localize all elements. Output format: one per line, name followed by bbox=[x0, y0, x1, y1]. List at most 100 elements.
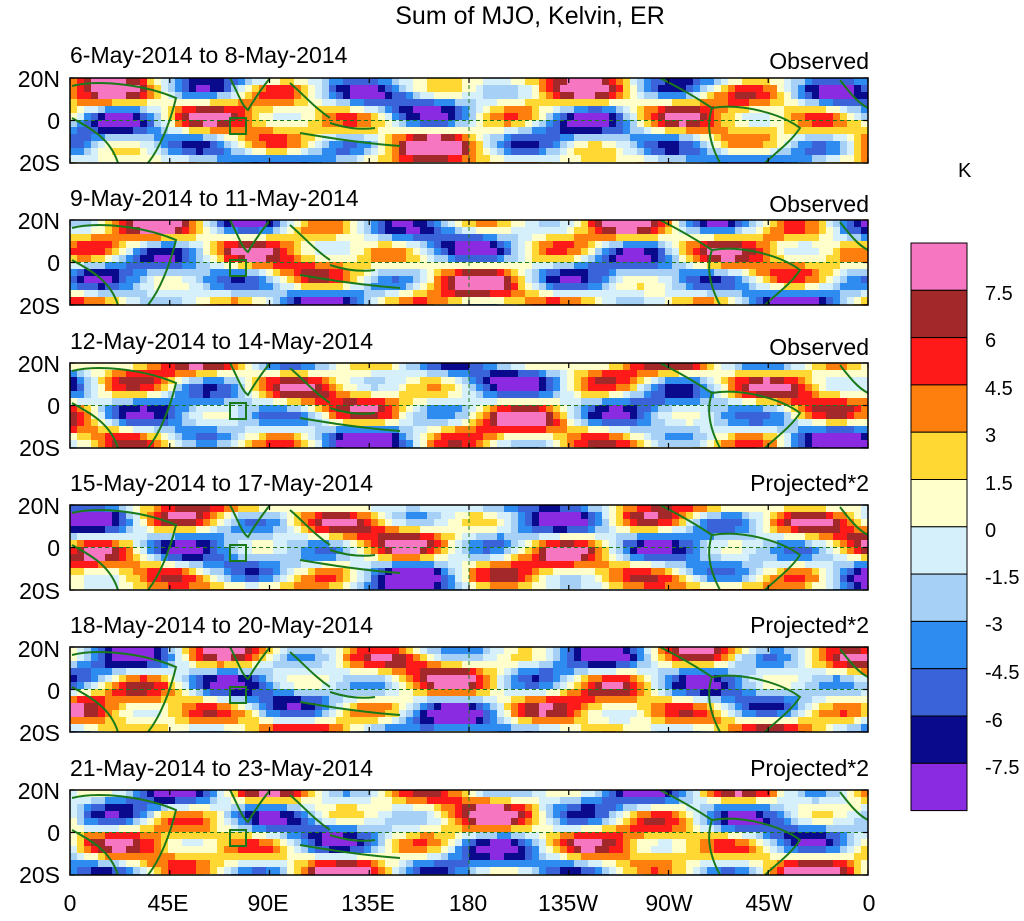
coastline bbox=[229, 220, 271, 254]
anomaly-cell bbox=[161, 99, 169, 107]
anomaly-cell bbox=[280, 391, 288, 399]
anomaly-cell bbox=[105, 269, 113, 277]
anomaly-cell bbox=[385, 227, 393, 235]
anomaly-cell bbox=[658, 269, 666, 277]
anomaly-cell bbox=[112, 241, 120, 249]
anomaly-cell bbox=[819, 384, 827, 392]
anomaly-cell bbox=[700, 519, 708, 527]
anomaly-cell bbox=[343, 262, 351, 270]
anomaly-cell bbox=[812, 234, 820, 242]
anomaly-cell bbox=[735, 405, 743, 413]
anomaly-cell bbox=[406, 241, 414, 249]
anomaly-cell bbox=[210, 248, 218, 256]
anomaly-cell bbox=[245, 134, 253, 142]
anomaly-cell bbox=[259, 134, 267, 142]
anomaly-cell bbox=[392, 440, 400, 448]
anomaly-cell bbox=[574, 234, 582, 242]
anomaly-cell bbox=[280, 134, 288, 142]
anomaly-cell bbox=[588, 241, 596, 249]
anomaly-cell bbox=[763, 370, 771, 378]
anomaly-cell bbox=[378, 255, 386, 263]
anomaly-cell bbox=[161, 106, 169, 114]
anomaly-cell bbox=[315, 384, 323, 392]
anomaly-cell bbox=[595, 363, 603, 371]
anomaly-cell bbox=[154, 398, 162, 406]
anomaly-cell bbox=[84, 433, 92, 441]
anomaly-cell bbox=[224, 377, 232, 385]
anomaly-cell bbox=[287, 384, 295, 392]
anomaly-cell bbox=[224, 262, 232, 270]
anomaly-cell bbox=[112, 512, 120, 520]
anomaly-cell bbox=[84, 106, 92, 114]
anomaly-cell bbox=[196, 526, 204, 534]
anomaly-cell bbox=[665, 405, 673, 413]
anomaly-cell bbox=[546, 370, 554, 378]
anomaly-cell bbox=[315, 227, 323, 235]
anomaly-cell bbox=[812, 92, 820, 100]
anomaly-cell bbox=[511, 283, 519, 291]
anomaly-cell bbox=[196, 155, 204, 163]
anomaly-cell bbox=[560, 78, 568, 86]
anomaly-cell bbox=[518, 262, 526, 270]
anomaly-cell bbox=[665, 127, 673, 135]
anomaly-cell bbox=[574, 99, 582, 107]
anomaly-cell bbox=[315, 419, 323, 427]
anomaly-cell bbox=[105, 127, 113, 135]
anomaly-cell bbox=[658, 405, 666, 413]
coastline bbox=[229, 78, 271, 112]
anomaly-cell bbox=[798, 398, 806, 406]
anomaly-cell bbox=[168, 227, 176, 235]
anomaly-cell bbox=[189, 248, 197, 256]
anomaly-cell bbox=[469, 141, 477, 149]
anomaly-cell bbox=[231, 505, 239, 513]
anomaly-cell bbox=[700, 426, 708, 434]
anomaly-cell bbox=[539, 99, 547, 107]
anomaly-cell bbox=[147, 363, 155, 371]
anomaly-cell bbox=[469, 370, 477, 378]
anomaly-cell bbox=[602, 297, 610, 305]
anomaly-cell bbox=[756, 127, 764, 135]
anomaly-cell bbox=[532, 440, 540, 448]
anomaly-cell bbox=[231, 405, 239, 413]
anomaly-cell bbox=[518, 255, 526, 263]
anomaly-cell bbox=[210, 433, 218, 441]
anomaly-cell bbox=[819, 370, 827, 378]
anomaly-cell bbox=[840, 85, 848, 93]
anomaly-cell bbox=[175, 234, 183, 242]
anomaly-cell bbox=[329, 398, 337, 406]
anomaly-cell bbox=[686, 141, 694, 149]
anomaly-cell bbox=[322, 78, 330, 86]
anomaly-cell bbox=[161, 92, 169, 100]
anomaly-cell bbox=[812, 141, 820, 149]
anomaly-cell bbox=[224, 398, 232, 406]
anomaly-cell bbox=[105, 134, 113, 142]
anomaly-cell bbox=[518, 290, 526, 298]
anomaly-cell bbox=[182, 113, 190, 121]
anomaly-cell bbox=[630, 220, 638, 228]
anomaly-cell bbox=[686, 113, 694, 121]
anomaly-cell bbox=[812, 519, 820, 527]
anomaly-cell bbox=[637, 384, 645, 392]
anomaly-cell bbox=[518, 141, 526, 149]
anomaly-cell bbox=[392, 363, 400, 371]
anomaly-cell bbox=[308, 255, 316, 263]
anomaly-cell bbox=[252, 363, 260, 371]
anomaly-cell bbox=[511, 426, 519, 434]
anomaly-cell bbox=[336, 433, 344, 441]
anomaly-cell bbox=[735, 234, 743, 242]
anomaly-cell bbox=[756, 241, 764, 249]
anomaly-cell bbox=[469, 290, 477, 298]
anomaly-cell bbox=[175, 412, 183, 420]
anomaly-cell bbox=[427, 433, 435, 441]
anomaly-cell bbox=[175, 426, 183, 434]
anomaly-cell bbox=[490, 141, 498, 149]
anomaly-cell bbox=[133, 297, 141, 305]
anomaly-cell bbox=[406, 99, 414, 107]
anomaly-cell bbox=[357, 134, 365, 142]
anomaly-cell bbox=[98, 78, 106, 86]
anomaly-cell bbox=[371, 241, 379, 249]
anomaly-cell bbox=[273, 155, 281, 163]
anomaly-cell bbox=[455, 241, 463, 249]
anomaly-cell bbox=[406, 127, 414, 135]
anomaly-cell bbox=[651, 127, 659, 135]
